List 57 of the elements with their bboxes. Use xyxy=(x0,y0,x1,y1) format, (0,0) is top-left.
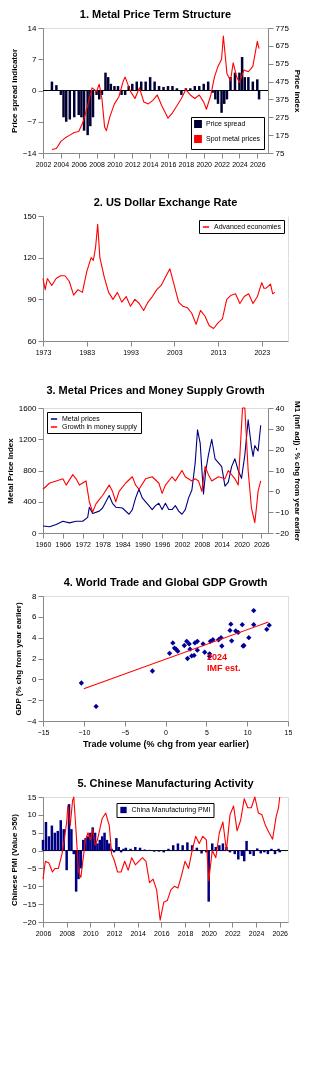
y-tick-label: 0 xyxy=(32,674,38,684)
y2-tick-label: 375 xyxy=(275,94,290,104)
y-tick-label: 6 xyxy=(32,612,38,622)
y-tick-label: −14 xyxy=(22,148,38,158)
y-axis-title: Metal Price Index xyxy=(5,437,15,504)
y2-tick-label: 275 xyxy=(275,112,290,122)
y2-tick-label: 20 xyxy=(275,445,285,455)
chart-title: 4. World Trade and Global GDP Growth xyxy=(63,576,268,588)
y2-axis-title: M1 (infl adj) - % chg from year earlier xyxy=(293,400,303,542)
y-tick-label: 60 xyxy=(27,336,38,346)
y-tick-label: 400 xyxy=(23,497,38,507)
y-tick-label: 15 xyxy=(27,792,38,802)
y2-tick-label: 475 xyxy=(275,77,290,87)
y-tick-label: 14 xyxy=(27,23,38,33)
y-tick-label: −2 xyxy=(27,695,38,705)
x-axis-title: Trade volume (% chg from year earlier) xyxy=(82,738,250,749)
y-axis-title: GDP (% chg from year earlier) xyxy=(14,602,24,716)
y-tick-label: 120 xyxy=(23,253,38,263)
y-tick-label: −15 xyxy=(22,899,38,909)
y-tick-label: 2 xyxy=(32,654,38,663)
y2-tick-label: 75 xyxy=(275,148,285,158)
y2-tick-label: 0 xyxy=(275,486,281,496)
y2-tick-label: −10 xyxy=(275,507,290,517)
y-tick-label: 8 xyxy=(32,591,38,601)
y-tick-label: −20 xyxy=(22,917,38,927)
y2-tick-label: 575 xyxy=(275,59,290,69)
y-tick-label: 0 xyxy=(32,528,38,538)
chart-title: 2. US Dollar Exchange Rate xyxy=(93,196,238,208)
y-tick-label: 90 xyxy=(27,294,38,304)
y-tick-label: 5 xyxy=(32,828,38,838)
y2-tick-label: 175 xyxy=(275,130,290,140)
y-tick-label: 10 xyxy=(27,810,38,820)
y2-tick-label: 40 xyxy=(275,403,285,413)
y-tick-label: 7 xyxy=(32,54,38,64)
y-axis-title: Chinese PMI (Value >50) xyxy=(9,813,19,906)
y-tick-label: 4 xyxy=(32,633,38,643)
y-axis-title: Price spread indicator xyxy=(9,48,19,134)
y2-tick-label: 775 xyxy=(275,23,290,33)
y-tick-label: 0 xyxy=(32,86,38,95)
chart-title: 3. Metal Prices and Money Supply Growth xyxy=(46,384,265,397)
y-tick-label: −7 xyxy=(27,117,38,127)
y2-tick-label: 30 xyxy=(275,424,285,434)
y-tick-label: 1200 xyxy=(18,434,38,444)
y-tick-label: −5 xyxy=(27,863,38,873)
y2-tick-label: 675 xyxy=(275,41,290,51)
y-tick-label: −10 xyxy=(22,881,38,891)
y2-tick-label: 10 xyxy=(275,466,285,475)
y-tick-label: 1600 xyxy=(18,403,38,413)
y2-tick-label: −20 xyxy=(275,528,290,538)
annotation: 2024 IMF est. xyxy=(206,651,241,673)
y2-axis-title: Price index xyxy=(292,69,302,113)
chart-title: 1. Metal Price Term Structure xyxy=(79,8,232,20)
chart-title: 5. Chinese Manufacturing Activity xyxy=(77,777,255,789)
y-tick-label: −4 xyxy=(27,716,38,726)
y-tick-label: 800 xyxy=(23,466,38,475)
y-tick-label: 150 xyxy=(23,211,38,221)
y-tick-label: 0 xyxy=(32,846,38,856)
